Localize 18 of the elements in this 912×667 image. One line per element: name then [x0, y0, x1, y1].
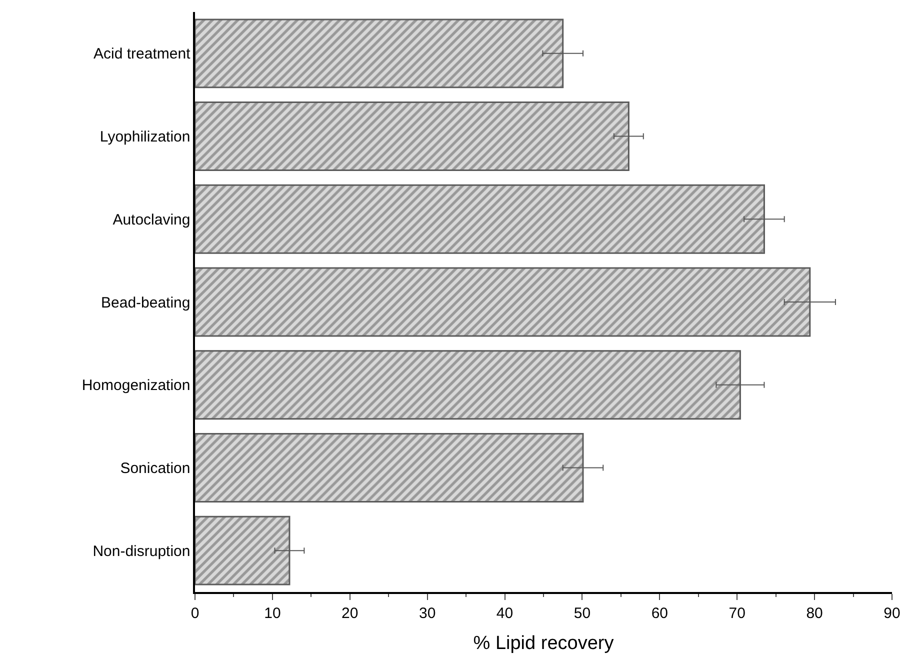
- y-tick-label: Sonication: [120, 460, 190, 477]
- y-tick-label: Non-disruption: [92, 542, 190, 560]
- x-tick-label: 40: [496, 604, 514, 622]
- y-tick-label: Autoclaving: [112, 211, 190, 228]
- y-tick-label: Acid treatment: [94, 46, 192, 63]
- x-axis-title: % Lipid recovery: [473, 633, 614, 654]
- x-tick-label: 70: [728, 604, 746, 622]
- x-tick-label: 0: [190, 604, 200, 622]
- x-tick-label: 50: [574, 604, 591, 622]
- y-tick-label: Lyophilization: [100, 128, 190, 146]
- y-tick-label: Bead-beating: [101, 294, 190, 312]
- y-tick-label: Homogenization: [82, 377, 190, 394]
- x-tick-label: 30: [418, 604, 436, 622]
- x-tick-label: 80: [806, 604, 823, 622]
- x-tick-label: 60: [651, 604, 668, 622]
- x-tick-label: 10: [264, 604, 281, 622]
- x-tick-label: 20: [342, 604, 358, 622]
- x-tick-label: 90: [884, 604, 900, 622]
